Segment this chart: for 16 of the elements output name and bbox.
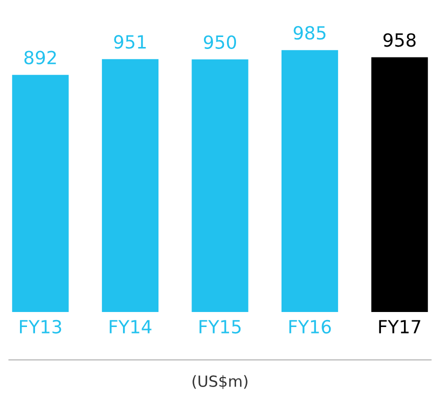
bar <box>12 74 69 312</box>
data-label: 951 <box>114 35 146 49</box>
data-label: 958 <box>383 33 416 47</box>
data-label: 892 <box>24 50 56 64</box>
data-label: 950 <box>204 35 236 49</box>
x-tick-label: FY13 <box>20 320 62 334</box>
x-tick-label: FY16 <box>289 320 331 334</box>
bar <box>192 59 248 312</box>
data-label: 985 <box>294 26 326 40</box>
bar <box>282 50 338 312</box>
bar <box>371 57 428 312</box>
bar <box>102 59 158 312</box>
x-tick-label: FY17 <box>379 320 420 334</box>
x-tick-label: FY15 <box>200 320 241 334</box>
x-tick-label: FY14 <box>110 320 152 334</box>
text: (US$m) <box>192 375 248 390</box>
